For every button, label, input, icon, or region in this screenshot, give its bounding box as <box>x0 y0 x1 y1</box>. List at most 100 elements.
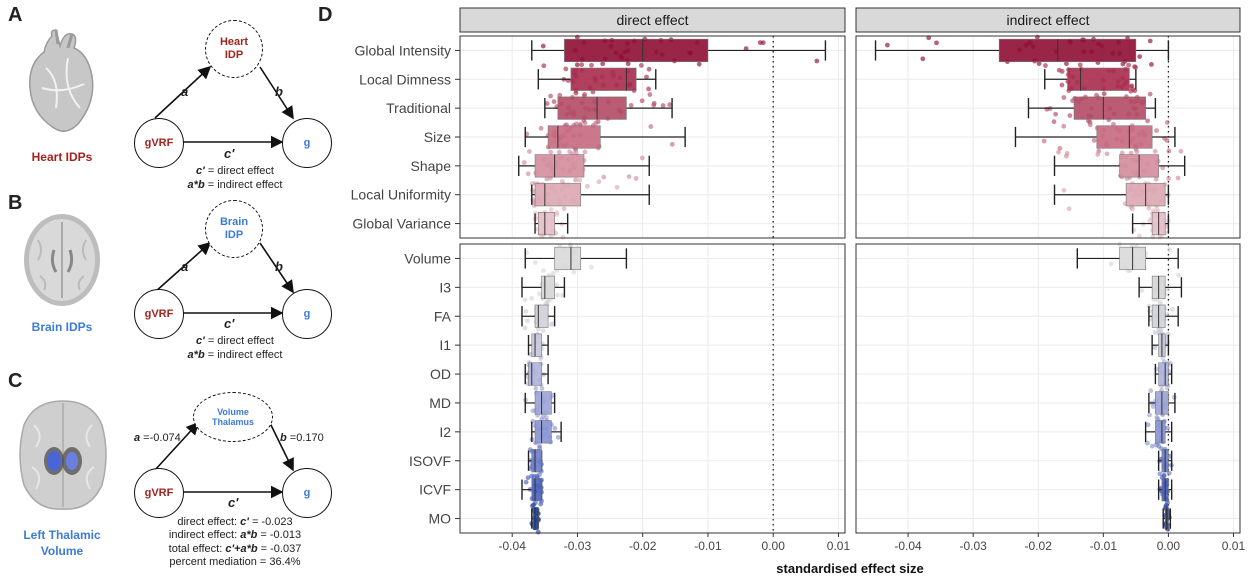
row-label: MO <box>428 511 451 527</box>
data-point <box>1067 113 1073 118</box>
row-label: FA <box>434 308 452 324</box>
box <box>538 212 555 236</box>
data-point <box>582 120 588 126</box>
outcome-node-b: g <box>282 289 332 339</box>
box <box>541 275 555 299</box>
data-point <box>1147 218 1153 224</box>
panel-letter-a: A <box>8 4 23 26</box>
facet-label: indirect effect <box>1006 12 1089 28</box>
data-point <box>814 58 820 64</box>
data-point <box>660 103 666 108</box>
data-point <box>530 418 536 424</box>
data-point <box>646 66 652 72</box>
data-point <box>563 66 569 72</box>
data-point <box>573 90 579 96</box>
path-b-label: b <box>275 84 283 99</box>
row-label: MD <box>429 395 451 411</box>
data-point <box>648 124 654 129</box>
data-point <box>525 475 531 481</box>
data-point <box>1145 422 1151 428</box>
data-point <box>534 473 540 479</box>
brain-thalamus-icon <box>19 400 107 510</box>
facet-label: direct effect <box>616 12 688 28</box>
data-point <box>1053 111 1059 117</box>
data-point <box>1061 95 1067 100</box>
row-label: Global Intensity <box>355 42 452 58</box>
data-point <box>1164 120 1170 125</box>
panel-letter-c: C <box>8 370 23 392</box>
data-point <box>548 149 554 155</box>
row-label: Local Dimness <box>359 71 451 87</box>
data-point <box>1056 149 1061 155</box>
data-point <box>533 385 539 391</box>
box <box>528 362 542 386</box>
data-point <box>1154 415 1160 420</box>
row-label: I3 <box>439 279 451 295</box>
x-axis-label: standardised effect size <box>776 561 923 576</box>
data-point <box>579 62 585 68</box>
data-point <box>525 171 531 177</box>
path-c-label: c' <box>224 146 235 161</box>
data-point <box>1152 148 1158 154</box>
x-tick-label: 0.01 <box>827 539 851 553</box>
row-label: Volume <box>404 250 451 266</box>
data-point <box>567 149 572 155</box>
box <box>534 420 552 444</box>
data-point <box>1152 345 1158 351</box>
data-point <box>639 98 645 104</box>
panel-border <box>855 35 1241 239</box>
data-point <box>536 326 541 332</box>
data-point <box>1147 38 1153 44</box>
data-point <box>1108 261 1114 267</box>
data-point <box>1158 327 1164 332</box>
data-point <box>556 149 562 155</box>
data-point <box>1043 63 1048 68</box>
data-point <box>554 210 560 215</box>
data-point <box>541 63 547 69</box>
data-point <box>577 177 583 183</box>
path-b-label-b: b <box>275 259 283 274</box>
data-point <box>1094 92 1099 98</box>
row-label: OD <box>430 366 451 382</box>
x-tick-label: -0.04 <box>499 539 527 553</box>
mediation-diagram-a-arrows <box>154 65 294 149</box>
box <box>998 38 1137 62</box>
data-point <box>1056 67 1062 73</box>
facet-strip <box>459 7 846 33</box>
data-point <box>561 206 567 212</box>
x-tick-label: -0.04 <box>894 539 922 553</box>
box <box>534 154 585 178</box>
mediator-node-heart: Heart IDP <box>205 20 263 78</box>
data-point <box>555 434 561 440</box>
data-point <box>532 260 538 265</box>
x-tick-label: -0.01 <box>694 539 722 553</box>
data-point <box>1035 34 1040 40</box>
outcome-node-c: g <box>282 468 332 518</box>
data-point <box>920 56 926 62</box>
data-point <box>537 445 543 451</box>
data-point <box>628 102 634 108</box>
data-point <box>1157 300 1163 305</box>
data-point <box>1077 62 1083 68</box>
data-point <box>1128 84 1134 90</box>
data-point <box>1066 206 1072 212</box>
mediator-node-brain: Brain IDP <box>205 200 263 258</box>
data-point <box>522 297 528 303</box>
data-point <box>1139 288 1145 294</box>
data-point <box>540 43 546 49</box>
box <box>531 449 542 473</box>
row-label: I1 <box>439 337 451 353</box>
data-point <box>639 155 645 161</box>
data-point <box>1051 119 1057 125</box>
path-c-label-b: c' <box>224 316 235 331</box>
thalamic-volume-label: Left Thalamic Volume <box>23 528 101 558</box>
box <box>534 183 582 207</box>
caption-b: c' = direct effect a*b = indirect effect <box>187 335 283 362</box>
data-point <box>527 149 532 154</box>
data-point <box>1119 150 1125 156</box>
data-point <box>555 292 561 298</box>
row-label: ICVF <box>419 482 451 498</box>
data-point <box>551 99 557 104</box>
panel-bg <box>856 244 1240 533</box>
mediator-node-thalamus: Volume Thalamus <box>193 392 273 442</box>
